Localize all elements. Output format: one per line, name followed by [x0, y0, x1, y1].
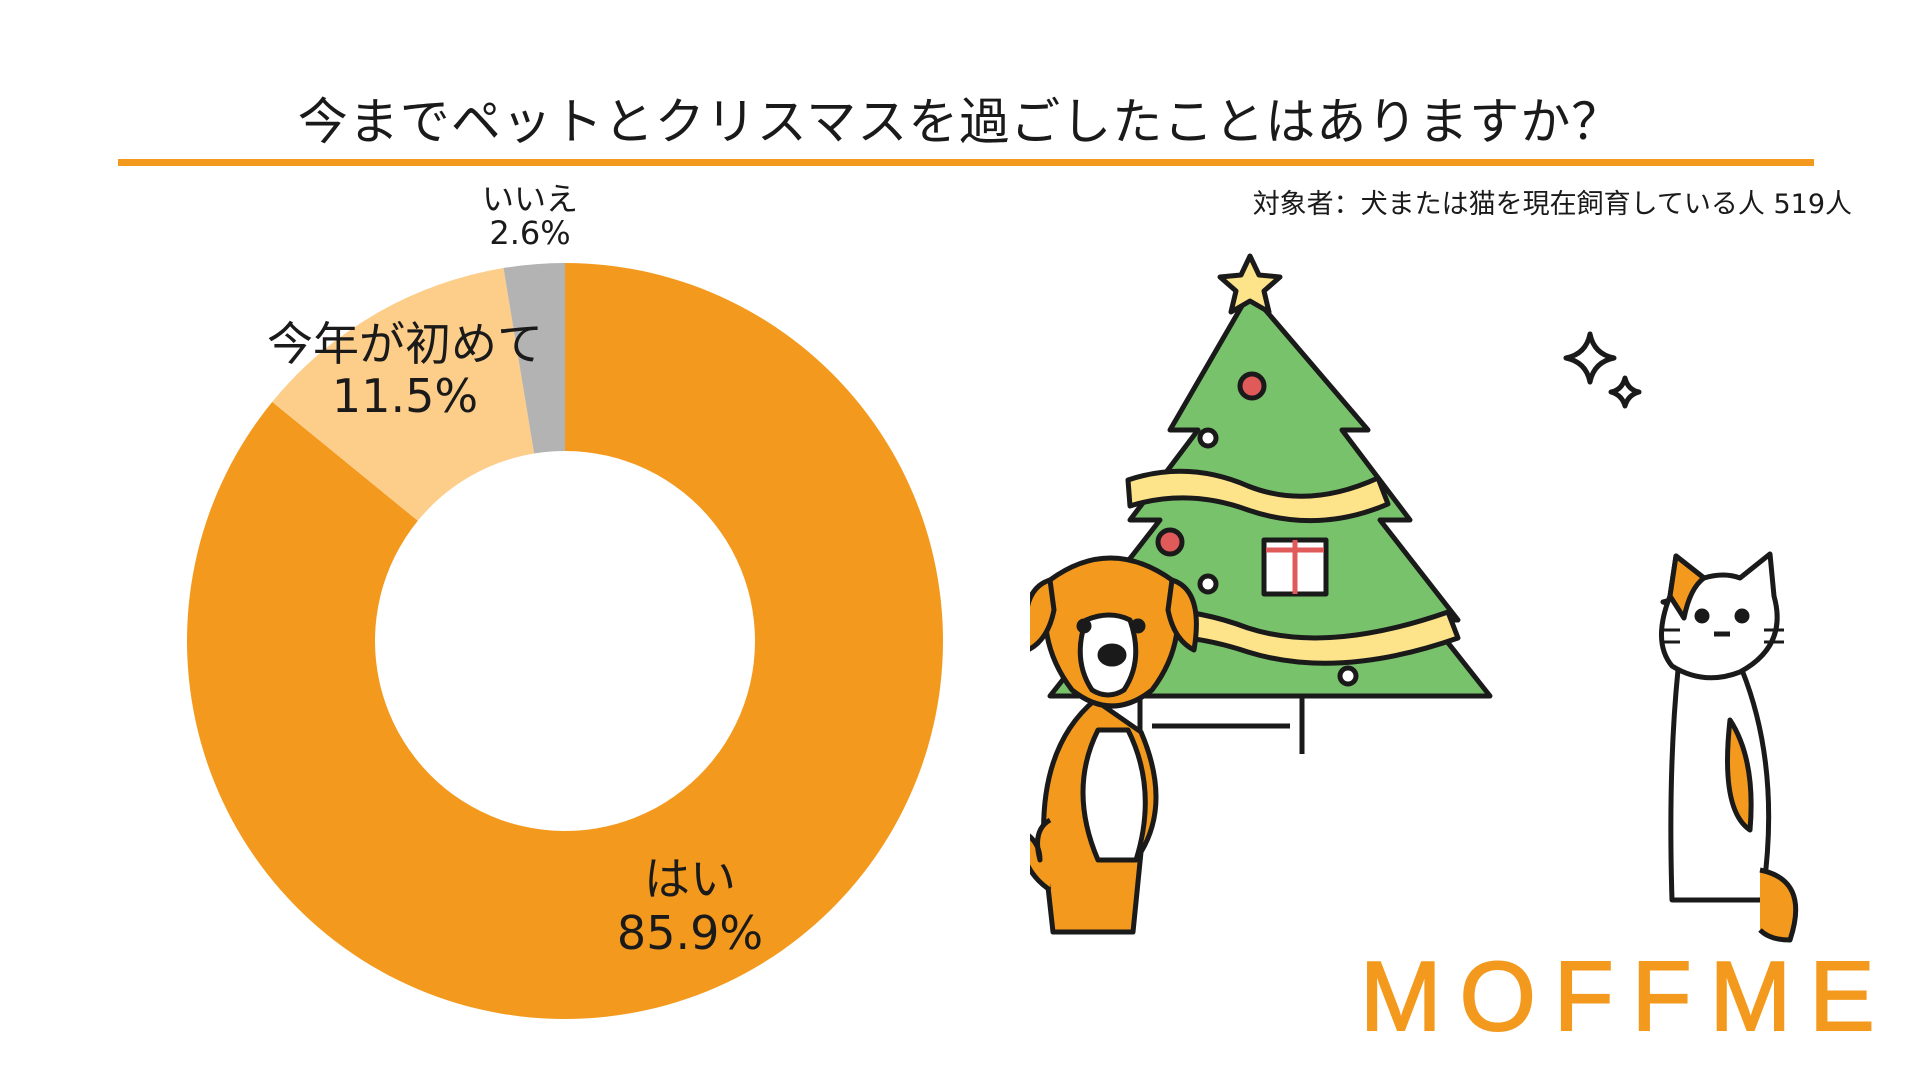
- moffme-logo: MOFFME: [1359, 940, 1893, 1052]
- chart-title: 今までペットとクリスマスを過ごしたことはありますか？: [297, 93, 1623, 151]
- slice-value-label: 85.9%: [617, 906, 763, 960]
- donut-slice: [272, 268, 535, 521]
- sparkle-icon: [1608, 375, 1642, 409]
- survey-subject-note: 対象者：犬または猫を現在飼育している人 519人: [1252, 189, 1852, 220]
- title-underline: [118, 159, 1814, 166]
- christmas-illustration: [1030, 253, 1799, 943]
- dog-icon: [1030, 555, 1199, 935]
- donut-slice: [186, 263, 944, 1019]
- slice-label: いいえ: [482, 180, 578, 218]
- slice-label: はい: [644, 852, 736, 906]
- slice-value-label: 11.5%: [332, 369, 478, 423]
- slice-label: 今年が初めて: [267, 317, 543, 371]
- donut-slice: [503, 263, 565, 454]
- slice-value-label: 2.6%: [489, 214, 570, 252]
- sparkle-icon: [1563, 331, 1617, 385]
- cat-icon: [1659, 551, 1799, 943]
